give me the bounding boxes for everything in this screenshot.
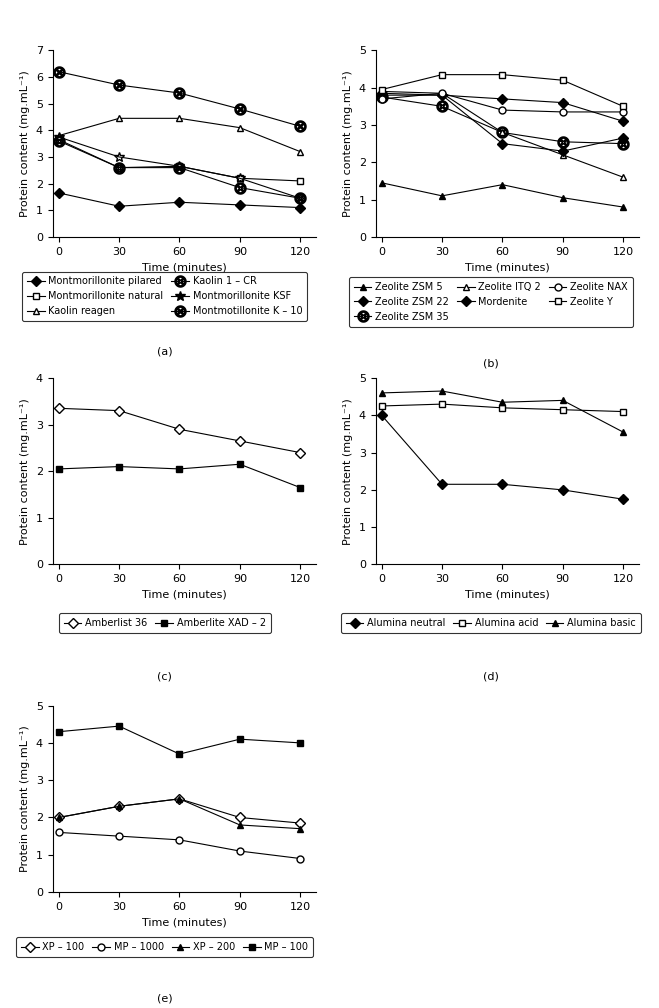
Legend: Alumina neutral, Alumina acid, Alumina basic: Alumina neutral, Alumina acid, Alumina b… bbox=[341, 613, 641, 633]
Legend: Zeolite ZSM 5, Zeolite ZSM 22, Zeolite ZSM 35, Zeolite ITQ 2, Mordenite, Zeolite: Zeolite ZSM 5, Zeolite ZSM 22, Zeolite Z… bbox=[349, 277, 633, 327]
Y-axis label: Protein content (mg.mL⁻¹): Protein content (mg.mL⁻¹) bbox=[20, 71, 30, 217]
Legend: Amberlist 36, Amberlite XAD – 2: Amberlist 36, Amberlite XAD – 2 bbox=[59, 613, 271, 633]
X-axis label: Time (minutes): Time (minutes) bbox=[142, 262, 227, 272]
Legend: XP – 100, MP – 1000, XP – 200, MP – 100: XP – 100, MP – 1000, XP – 200, MP – 100 bbox=[16, 937, 313, 957]
Y-axis label: Protein content (mg.mL⁻¹): Protein content (mg.mL⁻¹) bbox=[343, 71, 353, 217]
X-axis label: Time (minutes): Time (minutes) bbox=[142, 917, 227, 927]
Legend: Montmorillonite pilared, Montmorillonite natural, Kaolin reagen, Kaolin 1 – CR, : Montmorillonite pilared, Montmorillonite… bbox=[22, 271, 307, 322]
X-axis label: Time (minutes): Time (minutes) bbox=[142, 590, 227, 600]
X-axis label: Time (minutes): Time (minutes) bbox=[465, 590, 550, 600]
Text: (c): (c) bbox=[158, 671, 172, 681]
Text: (a): (a) bbox=[157, 347, 173, 357]
Y-axis label: Protein content (mg.mL⁻¹): Protein content (mg.mL⁻¹) bbox=[343, 398, 353, 544]
Text: (e): (e) bbox=[157, 994, 173, 1004]
Y-axis label: Protein content (mg.mL⁻¹): Protein content (mg.mL⁻¹) bbox=[20, 398, 30, 544]
Text: (b): (b) bbox=[483, 359, 499, 369]
X-axis label: Time (minutes): Time (minutes) bbox=[465, 262, 550, 272]
Text: (d): (d) bbox=[483, 671, 499, 681]
Y-axis label: Protein content (mg.mL⁻¹): Protein content (mg.mL⁻¹) bbox=[20, 726, 30, 872]
